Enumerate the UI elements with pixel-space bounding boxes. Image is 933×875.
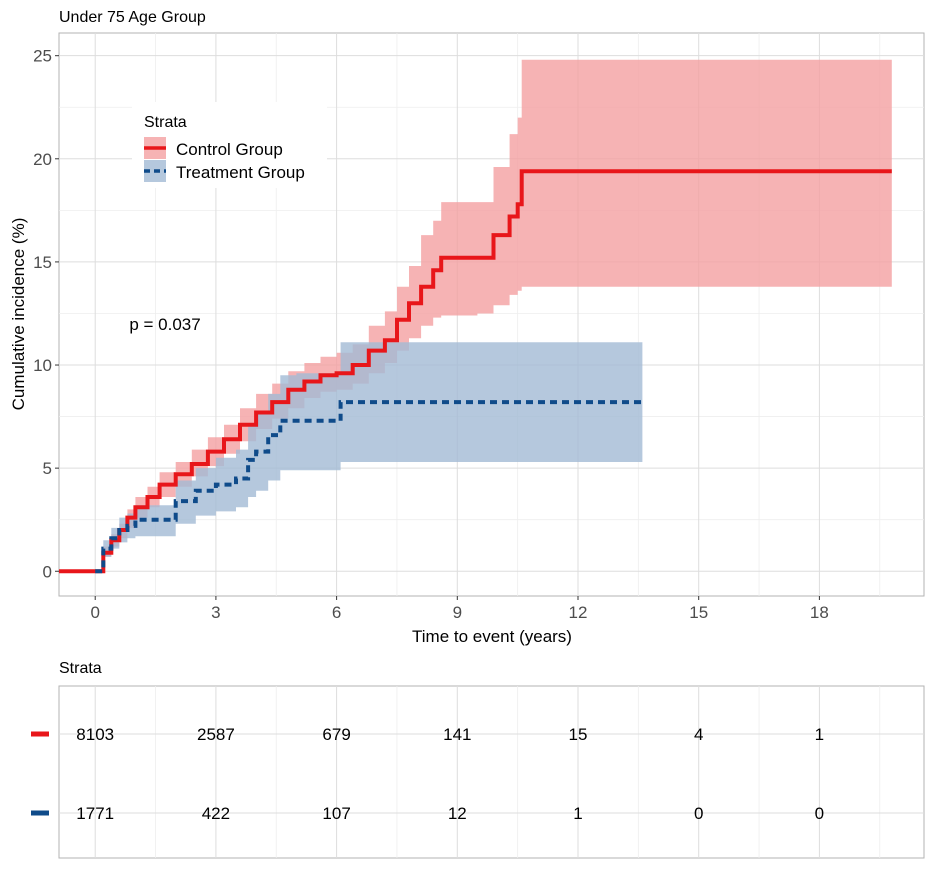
x-tick-label: 0: [90, 603, 99, 622]
series-line-treatment: [95, 400, 643, 574]
risk-count-cell: 2587: [197, 725, 235, 744]
x-axis-label: Time to event (years): [412, 627, 572, 646]
risk-count-cell: 0: [815, 804, 824, 823]
risk-table-title: Strata: [59, 660, 102, 677]
y-tick-label: 10: [33, 356, 52, 375]
y-tick-label: 0: [43, 562, 52, 581]
confidence-band-treatment: [95, 342, 643, 572]
y-tick-label: 25: [33, 47, 52, 66]
y-axis-label: Cumulative incidence (%): [9, 218, 28, 411]
risk-table-rows: 8103 2587 679 141 15 4 1 1771 422 107 12 1 0 0: [31, 725, 824, 823]
x-tick-label: 15: [689, 603, 708, 622]
risk-count-cell: 1771: [76, 804, 114, 823]
risk-count-cell: 4: [694, 725, 703, 744]
risk-count-cell: 8103: [76, 725, 114, 744]
risk-table-grid: [59, 686, 924, 858]
risk-count-cell: 107: [322, 804, 350, 823]
confidence-bands: [59, 59, 892, 572]
risk-table-panel: [58, 685, 925, 859]
p-value-annotation: p = 0.037: [129, 315, 200, 334]
legend-label-control: Control Group: [176, 140, 283, 159]
risk-count-cell: 141: [443, 725, 471, 744]
x-tick-label: 12: [569, 603, 588, 622]
y-tick-label: 5: [43, 459, 52, 478]
risk-count-cell: 15: [569, 725, 588, 744]
y-tick-label: 20: [33, 150, 52, 169]
y-tick-label: 15: [33, 253, 52, 272]
series-lines: [59, 169, 892, 574]
axis-ticks: 0 3 6 9 12 15 18 0 5 10 15 20 25: [33, 47, 829, 622]
risk-count-cell: 12: [448, 804, 467, 823]
x-tick-label: 9: [453, 603, 462, 622]
risk-count-cell: 1: [815, 725, 824, 744]
chart-title: Under 75 Age Group: [59, 9, 206, 26]
legend-title: Strata: [144, 114, 187, 131]
risk-count-cell: 1: [573, 804, 582, 823]
x-tick-label: 3: [211, 603, 220, 622]
x-tick-label: 18: [810, 603, 829, 622]
risk-count-cell: 422: [202, 804, 230, 823]
risk-count-cell: 679: [322, 725, 350, 744]
x-tick-label: 6: [332, 603, 341, 622]
series-line-control: [59, 169, 892, 574]
legend-label-treatment: Treatment Group: [176, 163, 305, 182]
confidence-band-control: [59, 59, 892, 572]
legend: Strata Control Group Treatment Group: [132, 102, 327, 188]
risk-count-cell: 0: [694, 804, 703, 823]
